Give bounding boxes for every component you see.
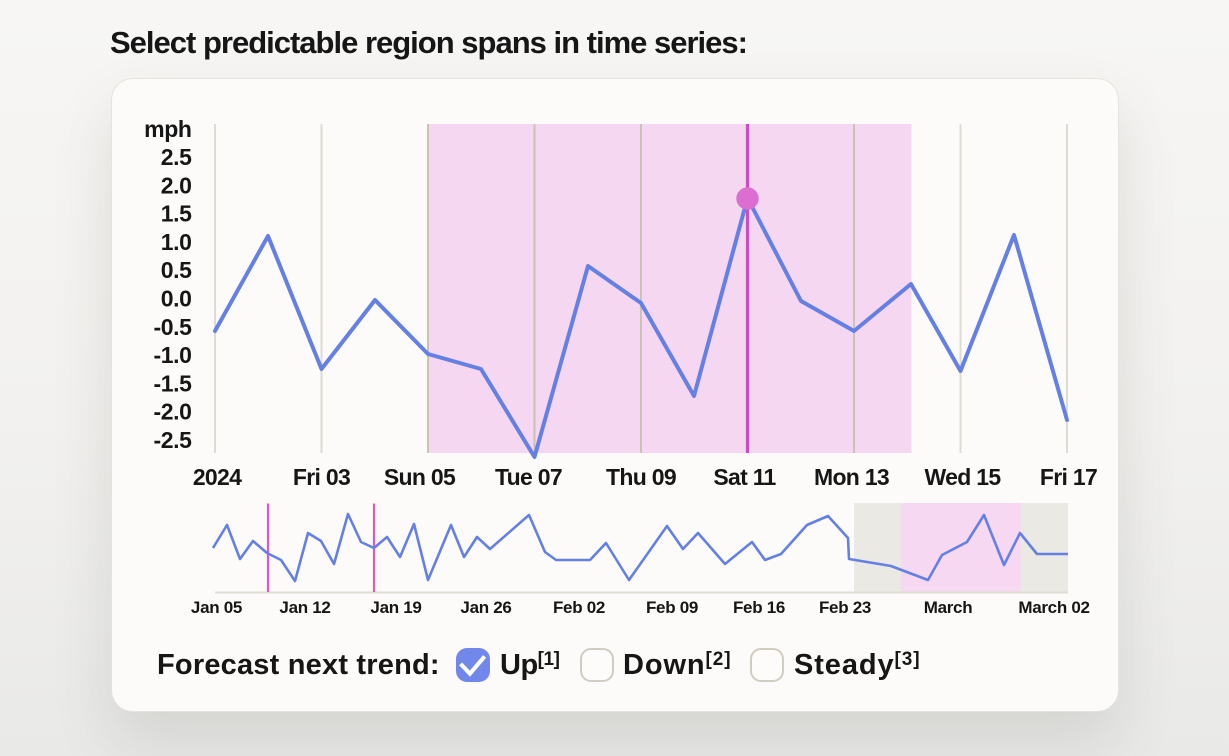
- svg-text:Feb 09: Feb 09: [646, 598, 698, 617]
- svg-text:Jan 05: Jan 05: [191, 598, 242, 617]
- svg-text:0.5: 0.5: [161, 257, 192, 283]
- svg-text:March 02: March 02: [1018, 598, 1089, 617]
- svg-text:Jan 26: Jan 26: [460, 598, 511, 617]
- svg-text:Wed 15: Wed 15: [925, 464, 1002, 490]
- svg-text:Tue 07: Tue 07: [495, 464, 562, 490]
- svg-text:Mon 13: Mon 13: [814, 464, 889, 490]
- svg-text:Sat 11: Sat 11: [713, 464, 776, 490]
- svg-text:Jan 12: Jan 12: [279, 598, 330, 617]
- svg-text:March: March: [924, 598, 973, 617]
- svg-text:-2.5: -2.5: [153, 427, 192, 453]
- svg-text:1.0: 1.0: [161, 229, 192, 255]
- svg-text:0.0: 0.0: [161, 286, 192, 312]
- svg-text:Feb 16: Feb 16: [733, 598, 785, 617]
- svg-text:2.0: 2.0: [161, 172, 192, 198]
- svg-text:Fri 03: Fri 03: [293, 464, 350, 490]
- svg-text:-1.0: -1.0: [153, 342, 191, 368]
- svg-text:2.5: 2.5: [161, 144, 192, 170]
- svg-text:Feb 23: Feb 23: [819, 598, 871, 617]
- svg-text:1.5: 1.5: [161, 201, 192, 227]
- svg-text:Jan 19: Jan 19: [370, 598, 421, 617]
- svg-text:Sun 05: Sun 05: [384, 464, 456, 490]
- svg-text:-2.0: -2.0: [153, 399, 191, 425]
- svg-text:2024: 2024: [193, 464, 242, 490]
- svg-text:-0.5: -0.5: [153, 314, 192, 340]
- svg-text:Feb 02: Feb 02: [553, 598, 605, 617]
- svg-text:Thu 09: Thu 09: [606, 464, 676, 490]
- svg-text:-1.5: -1.5: [153, 370, 192, 396]
- svg-text:Fri 17: Fri 17: [1040, 464, 1097, 490]
- svg-text:mph: mph: [144, 116, 191, 142]
